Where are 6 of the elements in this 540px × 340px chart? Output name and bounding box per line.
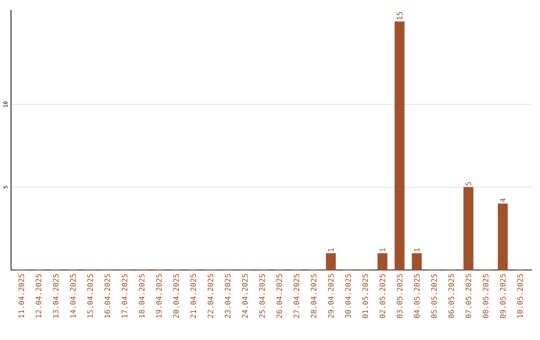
bar xyxy=(412,253,422,270)
bar xyxy=(463,186,474,270)
bar xyxy=(394,21,405,270)
bar xyxy=(377,253,388,270)
bar xyxy=(498,204,508,270)
bar xyxy=(326,253,336,270)
